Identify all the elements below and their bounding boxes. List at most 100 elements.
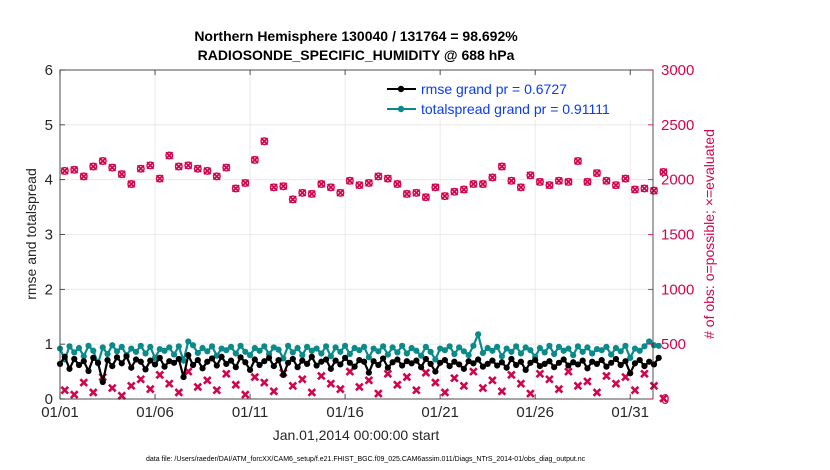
data-point <box>313 362 320 369</box>
data-point <box>213 362 220 369</box>
obs-possible-cross <box>545 181 554 190</box>
obs-evaluated-point <box>488 376 497 385</box>
data-point <box>546 358 553 365</box>
data-point <box>498 353 505 360</box>
data-point <box>251 344 258 352</box>
data-point <box>142 366 149 373</box>
obs-evaluated-point <box>88 388 98 397</box>
series-layer <box>56 137 668 403</box>
obs-evaluated-point <box>535 369 545 379</box>
obs-evaluated-point <box>259 378 269 387</box>
data-point <box>284 342 292 349</box>
data-point <box>522 344 529 351</box>
data-point <box>322 343 330 350</box>
data-point <box>327 365 334 372</box>
obs-evaluated-point <box>307 388 317 397</box>
data-point <box>475 356 482 363</box>
obs-possible-cross <box>469 180 478 188</box>
obs-possible-cross <box>650 186 658 195</box>
data-point <box>598 356 605 364</box>
footer-datafile: data file: /Users/raeder/DAI/ATM_forcXX/… <box>146 456 586 463</box>
data-point <box>565 362 572 369</box>
obs-evaluated-point <box>60 385 70 395</box>
series-possible <box>60 137 668 204</box>
data-point <box>147 343 154 351</box>
y-tick-label: 4 <box>45 172 53 189</box>
data-point <box>370 358 377 365</box>
obs-evaluated-point <box>317 371 326 381</box>
data-point <box>280 371 287 378</box>
obs-possible-point <box>212 172 221 181</box>
data-point <box>432 368 439 375</box>
obs-possible-cross <box>383 174 392 183</box>
data-point <box>489 357 496 364</box>
data-point <box>655 342 662 349</box>
data-point <box>465 352 472 359</box>
obs-possible-cross <box>478 180 487 188</box>
data-point <box>270 344 277 351</box>
obs-possible-point <box>326 183 335 192</box>
data-point <box>99 378 106 386</box>
data-point <box>246 366 254 374</box>
data-point <box>551 364 558 371</box>
data-point <box>574 343 582 350</box>
obs-possible-point <box>383 174 392 183</box>
obs-evaluated-point <box>526 389 535 398</box>
data-point <box>237 354 244 361</box>
data-point <box>299 352 306 359</box>
y-right-tick-label: 500 <box>661 336 686 353</box>
data-point <box>541 349 548 356</box>
data-point <box>451 358 458 365</box>
obs-possible-point <box>241 178 250 187</box>
obs-possible-cross <box>421 193 430 202</box>
data-point <box>109 363 116 370</box>
data-point <box>104 350 111 358</box>
obs-evaluated-point <box>79 378 89 387</box>
data-point <box>389 359 396 366</box>
data-point <box>365 354 372 361</box>
obs-possible-cross <box>326 183 335 192</box>
data-point <box>584 365 591 372</box>
obs-possible-point <box>640 184 649 193</box>
data-point <box>565 345 572 352</box>
obs-possible-point <box>298 188 307 197</box>
data-point <box>318 350 325 357</box>
obs-evaluated-point <box>193 382 203 392</box>
obs-possible-cross <box>602 176 611 185</box>
data-point <box>256 347 263 354</box>
obs-possible-point <box>288 195 297 204</box>
data-point <box>341 354 349 361</box>
obs-possible-point <box>317 180 326 189</box>
data-point <box>636 356 643 364</box>
data-point <box>332 344 339 351</box>
obs-possible-point <box>108 163 117 172</box>
data-point <box>322 356 330 363</box>
data-point <box>156 354 163 361</box>
data-point <box>380 355 387 362</box>
data-point <box>151 354 159 361</box>
obs-evaluated-point <box>583 377 592 386</box>
obs-possible-point <box>222 163 231 172</box>
legend-spread-label: totalspread grand pr = 0.91111 <box>421 101 610 117</box>
obs-possible-point <box>583 177 592 186</box>
data-point <box>361 358 368 365</box>
data-point <box>608 359 615 366</box>
obs-possible-cross <box>279 182 288 191</box>
data-point <box>384 364 391 371</box>
data-point <box>612 344 620 352</box>
obs-possible-cross <box>89 162 98 171</box>
data-point <box>399 362 406 369</box>
obs-evaluated-point <box>174 388 184 397</box>
data-point <box>441 347 448 354</box>
obs-possible-cross <box>612 181 620 190</box>
data-point <box>199 365 206 372</box>
obs-possible-cross <box>573 157 582 165</box>
obs-possible-cross <box>231 184 240 193</box>
obs-possible-point <box>421 193 430 202</box>
obs-possible-point <box>554 176 563 185</box>
obs-possible-point <box>279 182 288 191</box>
data-point <box>175 343 182 350</box>
data-point <box>498 359 505 366</box>
data-point <box>451 350 458 358</box>
chart-subtitle: RADIOSONDE_SPECIFIC_HUMIDITY @ 688 hPa <box>198 47 515 63</box>
